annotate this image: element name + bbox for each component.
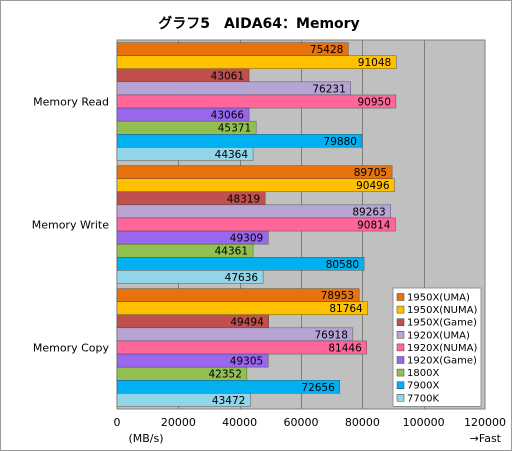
bar	[116, 393, 251, 407]
x-axis-unit: (MB/s)	[128, 432, 163, 445]
category-label: Memory Read	[33, 96, 109, 109]
legend-label: 1950X(UMA)	[407, 293, 470, 304]
legend-swatch	[396, 394, 405, 402]
bar	[116, 165, 393, 179]
bar-value-label: 89705	[354, 167, 387, 179]
bar-value-label: 44361	[215, 246, 248, 258]
bar	[116, 147, 254, 161]
bar-value-label: 43472	[212, 395, 245, 407]
legend-swatch	[396, 331, 405, 339]
bar	[116, 55, 397, 69]
bar-value-label: 49305	[230, 356, 263, 368]
bar-value-label: 44364	[215, 149, 249, 161]
legend-label: 1920X(Game)	[407, 356, 477, 367]
bar-value-label: 72656	[301, 382, 335, 394]
x-tick-label: 40000	[222, 416, 257, 429]
bar	[116, 94, 397, 109]
bar-value-label: 43066	[211, 110, 245, 122]
x-tick-label: 0	[114, 416, 121, 429]
chart-title: グラフ5 AIDA64：Memory	[158, 15, 359, 32]
legend-label: 1920X(UMA)	[407, 330, 470, 341]
category-label: Memory Write	[32, 219, 110, 232]
x-tick-label: 20000	[161, 416, 196, 429]
bar-value-label: 81764	[329, 303, 363, 315]
legend-label: 1920X(NUMA)	[407, 343, 477, 354]
bar-value-label: 81446	[328, 343, 362, 355]
x-tick-label: 60000	[284, 416, 319, 429]
bar	[116, 270, 264, 284]
bar	[116, 204, 391, 219]
bar-value-label: 78953	[321, 290, 354, 302]
x-tick-label: 80000	[345, 416, 380, 429]
legend-label: 7900X	[407, 381, 439, 392]
x-axis: Memory Read Memory Write Memory Copy 0 20000…	[32, 96, 506, 446]
bar	[116, 217, 396, 232]
bar-value-label: 48319	[227, 193, 260, 205]
x-axis-direction-note: →Fast	[470, 432, 502, 445]
x-tick-label: 100000	[403, 416, 445, 429]
bar-value-label: 91048	[358, 57, 391, 69]
legend-swatch	[396, 318, 405, 326]
category-label: Memory Copy	[33, 342, 110, 355]
bar-value-label: 90814	[357, 220, 391, 232]
legend-label: 1950X(Game)	[407, 318, 477, 329]
bar-value-label: 90496	[356, 180, 390, 192]
legend: 1950X(UMA)1950X(NUMA) 1950X(Game)1920X(UM…	[392, 287, 482, 407]
bar-value-label: 75428	[310, 44, 343, 56]
legend-swatch	[396, 305, 405, 314]
legend-swatch	[396, 381, 405, 389]
x-tick-label: 120000	[464, 416, 506, 429]
legend-label: 7700K	[407, 393, 439, 404]
legend-swatch	[396, 293, 405, 301]
legend-box	[392, 287, 482, 407]
legend-label: 1950X(NUMA)	[407, 305, 477, 316]
bar	[116, 178, 395, 192]
bar-value-label: 42352	[208, 369, 241, 381]
bar-value-label: 89263	[352, 206, 385, 218]
legend-swatch	[396, 343, 405, 352]
legend-swatch	[396, 368, 405, 377]
bar-value-label: 49494	[230, 316, 264, 328]
bar-value-label: 43061	[211, 70, 244, 82]
bar-value-label: 79880	[324, 136, 357, 148]
bar-value-label: 45371	[218, 123, 251, 135]
legend-label: 1800X	[407, 368, 439, 379]
legend-swatch	[396, 356, 405, 364]
bar-value-label: 47636	[225, 272, 259, 284]
bar-value-label: 80580	[326, 259, 359, 271]
bar-value-label: 49309	[230, 233, 263, 245]
bar-value-label: 76231	[312, 83, 345, 95]
bar-value-label: 90950	[358, 97, 391, 109]
bar-value-label: 76918	[314, 329, 347, 341]
